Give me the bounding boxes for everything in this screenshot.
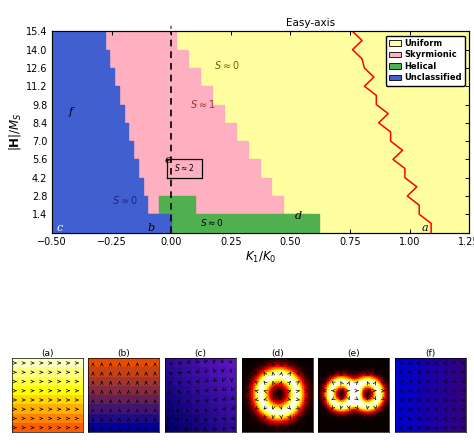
- X-axis label: $K_1/K_0$: $K_1/K_0$: [245, 250, 276, 265]
- Y-axis label: $|\mathbf{H}|/M_S$: $|\mathbf{H}|/M_S$: [7, 112, 23, 151]
- Text: $S\approx0$: $S\approx0$: [200, 217, 224, 228]
- Title: (a): (a): [41, 349, 54, 358]
- Text: d: d: [295, 211, 302, 221]
- Text: b: b: [147, 223, 155, 233]
- Title: (f): (f): [425, 349, 436, 358]
- Text: $S\approx0$: $S\approx0$: [214, 59, 240, 71]
- Text: c: c: [57, 223, 63, 233]
- Title: (c): (c): [195, 349, 207, 358]
- Polygon shape: [52, 31, 171, 233]
- Text: f: f: [69, 107, 73, 117]
- Legend: Uniform, Skyrmionic, Helical, Unclassified: Uniform, Skyrmionic, Helical, Unclassifi…: [386, 35, 465, 86]
- Polygon shape: [147, 214, 319, 233]
- Polygon shape: [159, 196, 195, 214]
- Text: a: a: [421, 223, 428, 233]
- Title: (b): (b): [118, 349, 130, 358]
- Text: $S\approx1$: $S\approx1$: [191, 99, 216, 111]
- Title: (d): (d): [271, 349, 283, 358]
- Polygon shape: [52, 31, 171, 233]
- Text: $S\approx2$: $S\approx2$: [173, 162, 194, 172]
- Text: e: e: [164, 155, 171, 165]
- Polygon shape: [105, 31, 307, 233]
- Title: (e): (e): [347, 349, 360, 358]
- Text: Easy-axis: Easy-axis: [286, 18, 335, 28]
- Text: $S\approx0$: $S\approx0$: [112, 194, 137, 206]
